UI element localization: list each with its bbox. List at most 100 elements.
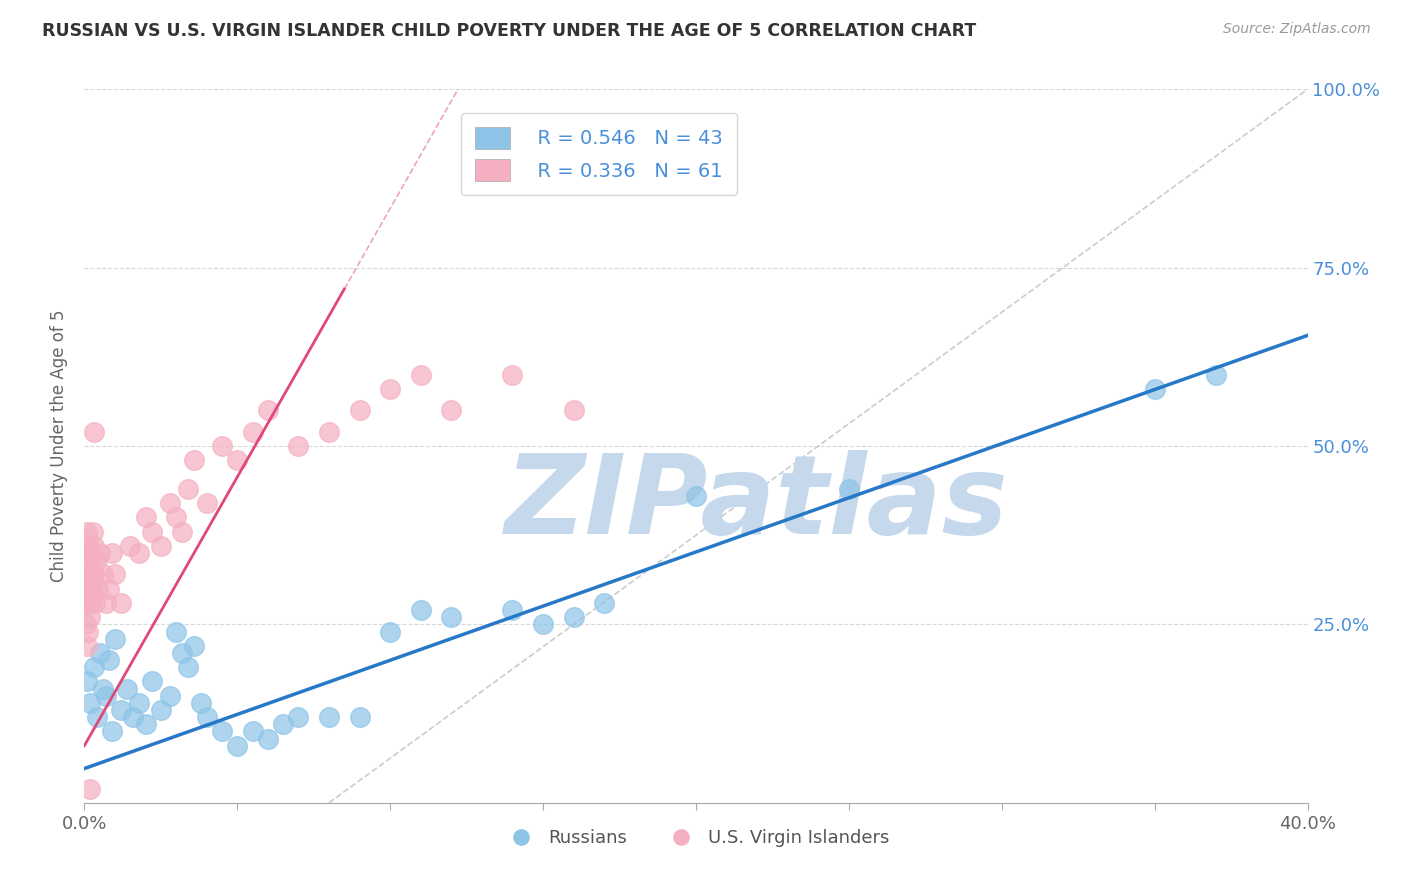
Point (440, 403, 463, 417)
Point (128, 546, 150, 560)
Point (87, 582, 110, 596)
Point (349, 710, 371, 724)
Point (84, 596, 107, 610)
Point (226, 453, 249, 467)
Point (79, 781, 101, 796)
Point (211, 439, 233, 453)
Point (135, 717, 157, 731)
Point (79, 567, 101, 582)
Point (110, 596, 132, 610)
Point (141, 674, 163, 689)
Point (94, 689, 117, 703)
Point (183, 453, 205, 467)
Point (86, 553, 108, 567)
Point (76, 539, 98, 553)
Point (287, 439, 309, 453)
Point (562, 610, 585, 624)
Point (165, 510, 187, 524)
Point (101, 724, 124, 739)
Point (75, 617, 97, 632)
Point (165, 624, 187, 639)
Point (149, 539, 172, 553)
Text: Source: ZipAtlas.com: Source: ZipAtlas.com (1223, 22, 1371, 37)
Point (97, 653, 120, 667)
Point (172, 524, 194, 539)
Point (183, 639, 205, 653)
Point (89, 546, 111, 560)
Point (172, 646, 194, 660)
Point (195, 496, 218, 510)
Point (190, 696, 212, 710)
Point (242, 425, 264, 439)
Point (83, 567, 105, 582)
Point (82, 524, 104, 539)
Point (257, 403, 280, 417)
Point (195, 710, 218, 724)
Point (211, 724, 233, 739)
Point (94, 596, 117, 610)
Point (380, 624, 402, 639)
Point (159, 496, 181, 510)
Point (1205, 368, 1227, 382)
Point (77, 546, 100, 560)
Point (135, 510, 157, 524)
Point (122, 710, 145, 724)
Point (502, 368, 524, 382)
Point (177, 482, 200, 496)
Point (101, 546, 124, 560)
Point (91, 681, 114, 696)
Point (593, 596, 616, 610)
Point (80, 582, 103, 596)
Y-axis label: Child Poverty Under the Age of 5: Child Poverty Under the Age of 5 (51, 310, 69, 582)
Text: RUSSIAN VS U.S. VIRGIN ISLANDER CHILD POVERTY UNDER THE AGE OF 5 CORRELATION CHA: RUSSIAN VS U.S. VIRGIN ISLANDER CHILD PO… (42, 22, 976, 40)
Point (838, 482, 860, 496)
Point (685, 489, 707, 503)
Point (318, 710, 340, 724)
Point (79, 696, 101, 710)
Point (409, 603, 432, 617)
Point (318, 425, 340, 439)
Point (77, 596, 100, 610)
Point (159, 689, 181, 703)
Point (79, 582, 101, 596)
Point (97, 582, 120, 596)
Point (149, 703, 172, 717)
Point (141, 524, 163, 539)
Point (83, 660, 105, 674)
Point (104, 632, 127, 646)
Point (77, 596, 100, 610)
Point (89, 646, 111, 660)
Point (76, 596, 98, 610)
Point (83, 425, 105, 439)
Point (1143, 382, 1166, 396)
Point (531, 617, 554, 632)
Point (76, 639, 98, 653)
Point (86, 710, 108, 724)
Point (76, 524, 98, 539)
Point (83, 539, 105, 553)
Point (76, 674, 98, 689)
Point (226, 739, 249, 753)
Point (77, 624, 100, 639)
Point (409, 368, 432, 382)
Point (110, 703, 132, 717)
Legend: Russians, U.S. Virgin Islanders: Russians, U.S. Virgin Islanders (495, 822, 897, 855)
Point (380, 382, 402, 396)
Point (79, 610, 101, 624)
Point (76, 567, 98, 582)
Point (75, 567, 97, 582)
Point (91, 567, 114, 582)
Point (104, 567, 127, 582)
Point (80, 567, 103, 582)
Point (562, 403, 585, 417)
Point (79, 560, 101, 574)
Point (257, 731, 280, 746)
Point (242, 724, 264, 739)
Point (349, 403, 371, 417)
Point (120, 539, 142, 553)
Point (80, 596, 103, 610)
Point (440, 610, 463, 624)
Point (502, 603, 524, 617)
Point (73, 596, 96, 610)
Point (128, 696, 150, 710)
